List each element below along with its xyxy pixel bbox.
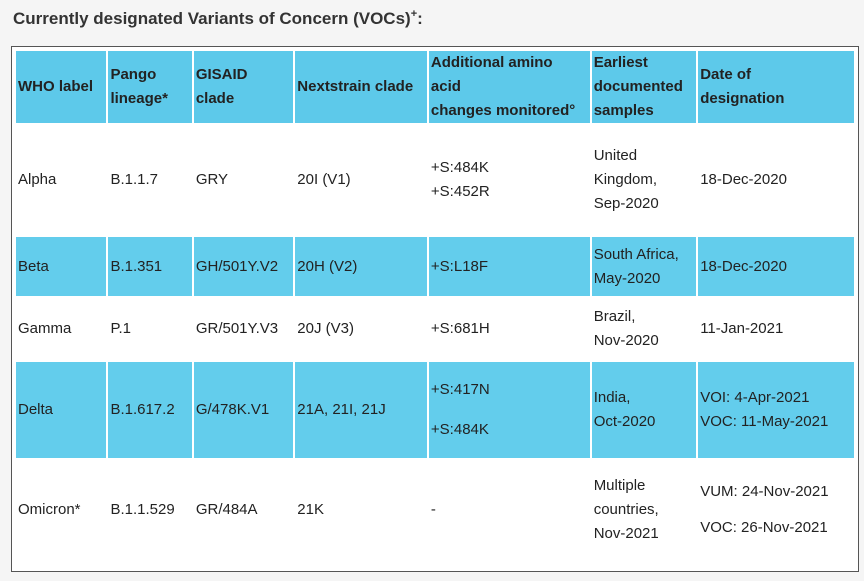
- cell-date: 11-Jan-2021: [698, 298, 854, 360]
- cell-who: Omicron*: [16, 460, 107, 560]
- cell-pango: B.1.617.2: [108, 362, 192, 458]
- header-amino-acid-changes: Additional amino acid changes monitored°: [428, 51, 590, 123]
- cell-pango: B.1.351: [108, 237, 192, 296]
- cell-who: Delta: [16, 362, 107, 458]
- cell-who: Beta: [16, 237, 107, 296]
- cell-amino: +S:681H: [428, 298, 590, 360]
- cell-gisaid: G/478K.V1: [193, 362, 294, 458]
- cell-pango: B.1.1.529: [108, 460, 192, 560]
- cell-earliest: India, Oct-2020: [591, 362, 697, 458]
- cell-date: 18-Dec-2020: [698, 237, 854, 296]
- title-superscript: +: [410, 8, 418, 20]
- page-title: Currently designated Variants of Concern…: [13, 8, 423, 29]
- title-text: Currently designated Variants of Concern…: [13, 9, 411, 28]
- cell-earliest: South Africa, May-2020: [591, 237, 697, 296]
- cell-date: 18-Dec-2020: [698, 125, 854, 235]
- voc-table-frame: WHO label Pango lineage* GISAID clade Next…: [11, 46, 859, 572]
- header-pango-lineage: Pango lineage*: [108, 51, 192, 123]
- header-nextstrain-clade: Nextstrain clade: [295, 51, 427, 123]
- cell-gisaid: GH/501Y.V2: [193, 237, 294, 296]
- cell-nextstrain: 21K: [295, 460, 427, 560]
- voc-table: WHO label Pango lineage* GISAID clade Next…: [14, 49, 856, 562]
- cell-pango: B.1.1.7: [108, 125, 192, 235]
- cell-date: VUM: 24-Nov-2021 VOC: 26-Nov-2021: [698, 460, 854, 560]
- cell-nextstrain: 20H (V2): [295, 237, 427, 296]
- cell-who: Gamma: [16, 298, 107, 360]
- table-row-omicron: Omicron* B.1.1.529 GR/484A 21K - Multipl…: [16, 460, 854, 560]
- cell-amino: +S:484K +S:452R: [428, 125, 590, 235]
- cell-amino: +S:417N +S:484K: [428, 362, 590, 458]
- cell-gisaid: GR/501Y.V3: [193, 298, 294, 360]
- cell-amino: -: [428, 460, 590, 560]
- title-suffix: :: [417, 9, 423, 28]
- header-date-of-designation: Date of designation: [698, 51, 854, 123]
- cell-earliest: Multiple countries, Nov-2021: [591, 460, 697, 560]
- cell-earliest: United Kingdom, Sep-2020: [591, 125, 697, 235]
- cell-nextstrain: 21A, 21I, 21J: [295, 362, 427, 458]
- cell-gisaid: GR/484A: [193, 460, 294, 560]
- cell-gisaid: GRY: [193, 125, 294, 235]
- cell-nextstrain: 20J (V3): [295, 298, 427, 360]
- table-row-alpha: Alpha B.1.1.7 GRY 20I (V1) +S:484K +S:452…: [16, 125, 854, 235]
- cell-who: Alpha: [16, 125, 107, 235]
- cell-earliest: Brazil, Nov-2020: [591, 298, 697, 360]
- table-row-gamma: Gamma P.1 GR/501Y.V3 20J (V3) +S:681H Br…: [16, 298, 854, 360]
- table-row-delta: Delta B.1.617.2 G/478K.V1 21A, 21I, 21J …: [16, 362, 854, 458]
- cell-date: VOI: 4-Apr-2021 VOC: 11-May-2021: [698, 362, 854, 458]
- table-row-beta: Beta B.1.351 GH/501Y.V2 20H (V2) +S:L18F…: [16, 237, 854, 296]
- header-gisaid-clade: GISAID clade: [193, 51, 294, 123]
- cell-pango: P.1: [108, 298, 192, 360]
- cell-amino: +S:L18F: [428, 237, 590, 296]
- table-header-row: WHO label Pango lineage* GISAID clade Next…: [16, 51, 854, 123]
- header-who-label: WHO label: [16, 51, 107, 123]
- header-earliest-samples: Earliest documented samples: [591, 51, 697, 123]
- cell-nextstrain: 20I (V1): [295, 125, 427, 235]
